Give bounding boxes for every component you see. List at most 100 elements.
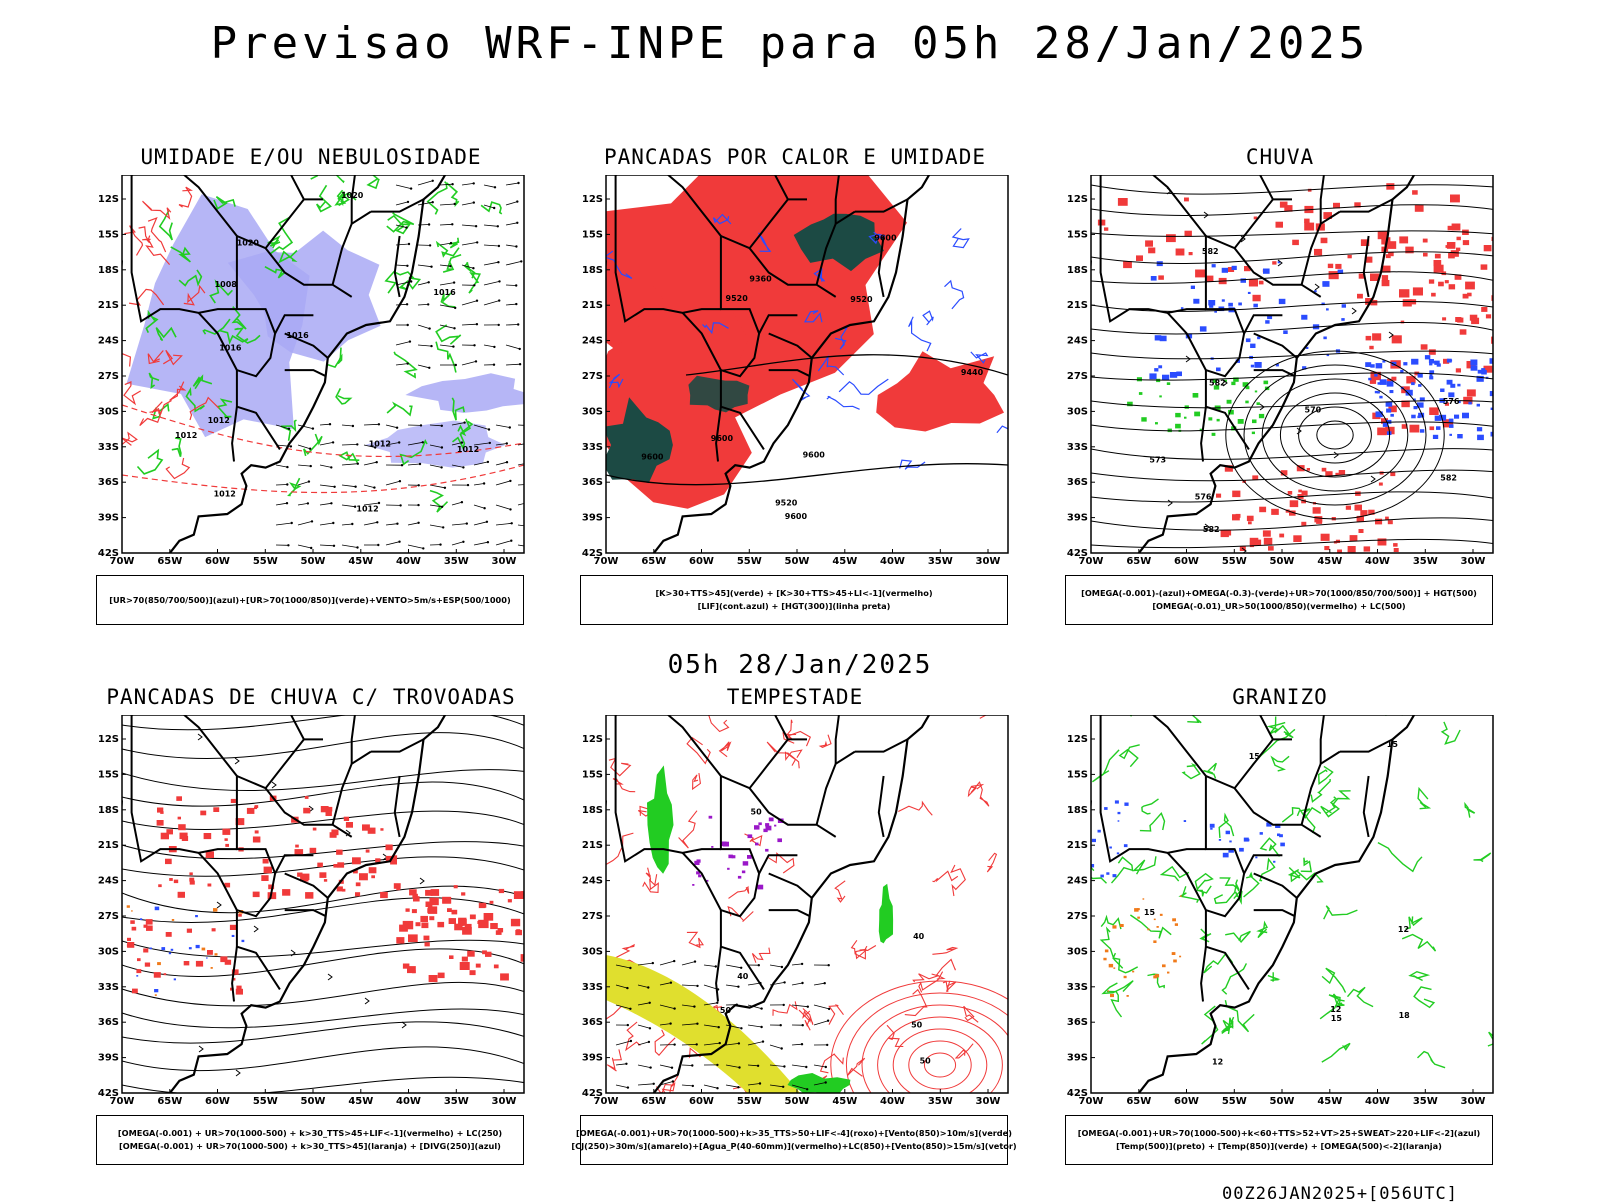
field-speckle: [344, 817, 349, 821]
field-speckle: [1189, 252, 1193, 255]
field-speckle: [1293, 535, 1301, 542]
longitude-label: 40W: [1365, 556, 1390, 565]
field-speckle: [1378, 538, 1387, 545]
wind-vector-head: [497, 225, 499, 227]
wind-vector-head: [427, 303, 429, 305]
field-speckle: [255, 830, 259, 833]
field-speckle: [160, 811, 163, 814]
latitude-label: 30S: [1067, 946, 1088, 957]
field-speckle: [1124, 844, 1128, 847]
latitude-label: 12S: [98, 734, 119, 745]
field-speckle: [465, 924, 472, 930]
field-speckle: [143, 948, 148, 952]
field-speckle: [1193, 393, 1199, 398]
field-speckle: [1175, 413, 1181, 417]
field-speckle: [499, 889, 504, 893]
wind-vector-head: [453, 327, 455, 329]
wind-vector-head: [449, 265, 451, 267]
field-speckle: [428, 906, 437, 914]
latitude-label: 33S: [1067, 442, 1088, 453]
field-speckle: [1232, 491, 1240, 498]
wind-vector-head: [429, 244, 431, 246]
field-speckle: [1264, 381, 1269, 385]
field-speckle: [1247, 516, 1254, 521]
panel-title: UMIDADE E/OU NEBULOSIDADE: [96, 145, 526, 169]
longitude-label: 50W: [301, 1096, 326, 1105]
latitude-label: 24S: [582, 336, 603, 347]
wind-vector-head: [828, 1008, 830, 1010]
wind-vector-head: [377, 544, 379, 546]
latitude-label: 18S: [1067, 265, 1088, 276]
field-speckle: [461, 892, 465, 895]
field-speckle: [1457, 434, 1463, 438]
field-speckle: [155, 994, 157, 996]
field-speckle: [1462, 413, 1469, 419]
wind-vector-head: [498, 324, 500, 326]
wind-vector-head: [516, 222, 518, 224]
latitude-label: 39S: [98, 513, 119, 524]
field-speckle: [1253, 304, 1258, 308]
latitude-label: 33S: [582, 442, 603, 453]
field-speckle: [150, 948, 152, 950]
wind-vector-head: [333, 486, 335, 488]
field-speckle: [421, 923, 428, 929]
wind-vector-head: [409, 340, 411, 342]
wind-vector-head: [462, 466, 464, 468]
field-speckle: [1368, 378, 1371, 381]
field-speckle: [1279, 299, 1286, 304]
field-speckle: [765, 823, 769, 826]
field-speckle: [155, 907, 160, 911]
field-speckle: [1120, 924, 1124, 927]
field-speckle: [355, 892, 360, 896]
field-speckle: [154, 972, 161, 978]
field-speckle: [1413, 287, 1423, 295]
field-speckle: [157, 962, 161, 965]
wind-vector-head: [696, 1023, 698, 1025]
longitude-label: 30W: [976, 556, 1001, 565]
field-speckle: [1252, 420, 1257, 424]
wind-vector-head: [417, 504, 419, 506]
field-speckle: [1193, 299, 1199, 304]
field-speckle: [769, 818, 774, 822]
field-speckle: [1280, 202, 1288, 208]
field-speckle: [1229, 841, 1231, 843]
page-title: Previsao WRF-INPE para 05h 28/Jan/2025: [0, 18, 1580, 69]
field-speckle: [1301, 315, 1307, 320]
field-speckle: [1228, 831, 1230, 833]
field-speckle: [1153, 940, 1156, 943]
field-speckle: [195, 915, 198, 917]
field-speckle: [1113, 967, 1115, 969]
wind-vector-head: [671, 1067, 673, 1069]
field-speckle: [1365, 362, 1371, 367]
wind-vector-head: [287, 544, 289, 546]
field-speckle: [1112, 925, 1116, 928]
wind-vector-head: [407, 201, 409, 203]
field-speckle: [1420, 429, 1424, 433]
field-speckle: [1350, 535, 1358, 541]
longitude-label: 30W: [492, 1096, 517, 1105]
latitude-label: 15S: [582, 229, 603, 240]
contour-label: 40: [737, 972, 749, 981]
field-speckle: [264, 867, 272, 874]
field-speckle: [1467, 293, 1472, 297]
wind-vector-head: [517, 323, 519, 325]
wind-vector-head: [783, 981, 785, 983]
latitude-label: 15S: [1067, 769, 1088, 780]
field-speckle: [202, 948, 206, 951]
field-speckle: [412, 909, 417, 913]
wind-vector-head: [783, 1004, 785, 1006]
field-speckle: [1339, 470, 1345, 475]
field-speckle: [174, 880, 178, 884]
field-speckle: [161, 947, 165, 950]
field-speckle: [146, 926, 153, 931]
wind-vector-head: [760, 1026, 762, 1028]
panel-title: GRANIZO: [1065, 685, 1495, 709]
field-speckle: [470, 915, 476, 920]
field-speckle: [1477, 404, 1480, 407]
field-speckle: [253, 892, 260, 898]
field-speckle: [1298, 490, 1302, 493]
field-speckle: [460, 962, 470, 970]
wind-vector-head: [417, 522, 419, 524]
wind-vector-head: [782, 1086, 784, 1088]
field-speckle: [1241, 278, 1247, 282]
